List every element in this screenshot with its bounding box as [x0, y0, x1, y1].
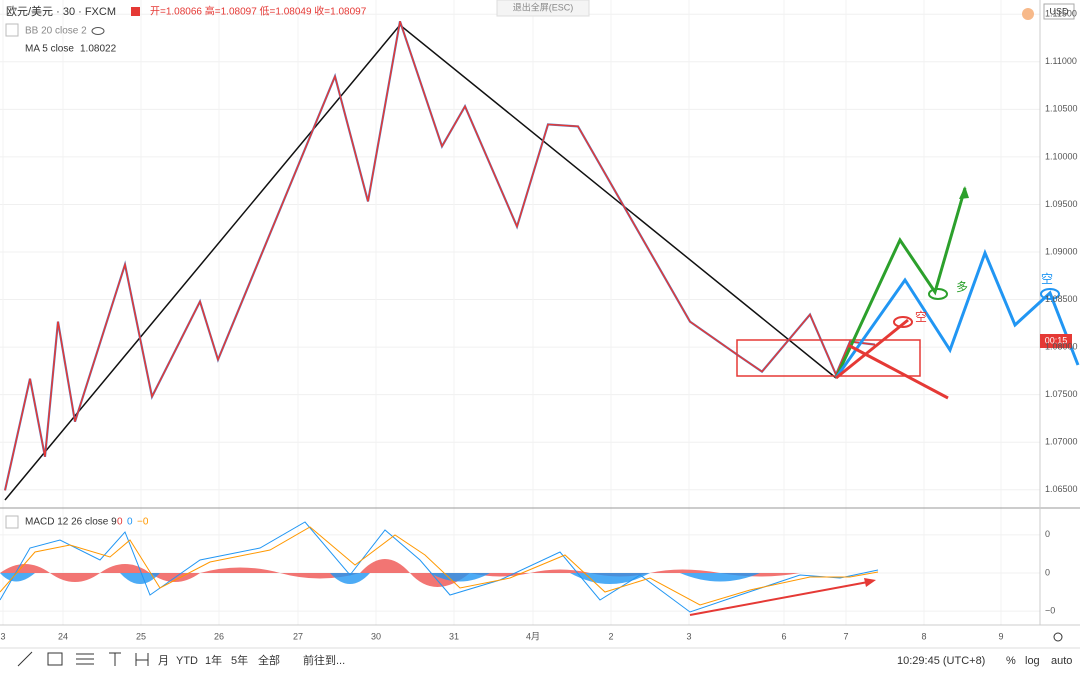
- time-label: 27: [293, 631, 303, 641]
- macd-tick-label: 0: [1045, 567, 1050, 577]
- range-box: [736, 339, 921, 377]
- countdown: 00:15: [1045, 335, 1068, 345]
- time-label: 2: [608, 631, 613, 641]
- arrow-head: [959, 186, 969, 199]
- settings-icon[interactable]: [1053, 632, 1063, 642]
- ma-value: 1.08022: [80, 44, 117, 55]
- time-label: 30: [371, 631, 381, 641]
- symbol: 欧元/美元 · 30 · FXCM: [6, 5, 116, 18]
- price-tick-label: 1.07000: [1045, 437, 1078, 447]
- time-axis: 3 24 25 26 27 30 31 4月 2 3 6 7 8 9: [0, 631, 1003, 641]
- percent-toggle[interactable]: %: [1006, 655, 1016, 667]
- green-projection: [834, 187, 967, 379]
- price-tick-label: 1.08500: [1045, 294, 1078, 304]
- red-projection: [835, 318, 909, 380]
- range-button[interactable]: YTD: [176, 655, 198, 667]
- macd-tick-label: −0: [1045, 606, 1055, 616]
- zigzag: [4, 21, 876, 491]
- macd-value: 0: [127, 517, 133, 528]
- macd-line: [0, 521, 879, 613]
- line-tool[interactable]: [17, 651, 33, 667]
- price-tick-label: 1.07500: [1045, 389, 1078, 399]
- signal-line: [0, 526, 879, 606]
- drawing-tools: [17, 651, 149, 667]
- log-toggle[interactable]: log: [1025, 655, 1040, 667]
- time-label: 3: [0, 631, 5, 641]
- bb-label: BB 20 close 2: [25, 26, 87, 37]
- annotation-long: 多: [956, 280, 968, 294]
- macd-label: MACD 12 26 close 9: [25, 517, 117, 528]
- range-button[interactable]: 5年: [231, 653, 248, 667]
- price-tick-label: 1.11000: [1045, 56, 1077, 66]
- time-label: 3: [686, 631, 691, 641]
- time-label: 7: [843, 631, 848, 641]
- red-projection-down: [847, 343, 949, 400]
- time-label: 8: [921, 631, 926, 641]
- text-tool[interactable]: [109, 652, 121, 666]
- time-label: 24: [58, 631, 68, 641]
- marker-ellipse: [893, 316, 913, 328]
- macd-signal-value: −0: [137, 517, 149, 528]
- rect-tool[interactable]: [47, 652, 63, 666]
- range-button[interactable]: 月: [158, 655, 169, 667]
- toolbar: 月 YTD 1年 5年 全部: [158, 653, 280, 667]
- marker-ellipse: [1040, 288, 1060, 300]
- ohlc: 开=1.08066 高=1.08097 低=1.08049 收=1.08097: [150, 5, 367, 18]
- status-dot: [1022, 8, 1034, 20]
- goto[interactable]: 前往到...: [303, 653, 345, 667]
- clock: 10:29:45 (UTC+8): [897, 655, 985, 667]
- time-label: 25: [136, 631, 146, 641]
- price-tick-label: 1.06500: [1045, 484, 1078, 494]
- time-label: 26: [214, 631, 224, 641]
- auto-toggle[interactable]: auto: [1051, 655, 1072, 667]
- flag-icon: [131, 7, 140, 16]
- time-label: 6: [781, 631, 786, 641]
- price-tick-label: 1.10000: [1045, 151, 1078, 161]
- price-tick-label: 1.08000: [1045, 341, 1078, 351]
- price-group: [3, 20, 876, 491]
- macd-axis: 0 0 −0: [1045, 529, 1055, 615]
- ma-label: MA 5 close: [25, 44, 74, 55]
- range-button[interactable]: 1年: [205, 653, 222, 667]
- marker-ellipse: [928, 288, 948, 300]
- macd-hist-value: 0: [117, 517, 123, 528]
- range-button[interactable]: 全部: [258, 653, 280, 667]
- blue-projection: [834, 248, 1080, 379]
- time-label: 31: [449, 631, 459, 641]
- countdown-box: [1040, 334, 1072, 348]
- time-label: 9: [998, 631, 1003, 641]
- macd-tick-label: 0: [1045, 529, 1050, 539]
- macd-histogram: [0, 573, 760, 584]
- time-label: 4月: [526, 631, 540, 641]
- grid: [0, 0, 1040, 625]
- annotation-short: 空: [915, 310, 927, 324]
- currency: USD: [1049, 6, 1069, 16]
- fib-tool[interactable]: [76, 653, 94, 665]
- measure-tool[interactable]: [135, 653, 149, 666]
- annotation-short: 空: [1041, 272, 1053, 286]
- collapse-button[interactable]: [5, 515, 19, 529]
- divergence-arrow: [689, 581, 869, 616]
- collapse-button[interactable]: [5, 23, 19, 37]
- price-tick-label: 1.11500: [1045, 9, 1077, 19]
- price-tick-label: 1.10500: [1045, 104, 1078, 114]
- currency-box[interactable]: [1043, 3, 1075, 20]
- exit-fullscreen-button[interactable]: [496, 0, 590, 17]
- price-tick-label: 1.09500: [1045, 199, 1078, 209]
- exit-fullscreen-label: 退出全屏(ESC): [513, 1, 574, 12]
- eye-icon[interactable]: [91, 27, 105, 35]
- price-tick-label: 1.09000: [1045, 246, 1078, 256]
- arrow-head: [864, 578, 876, 587]
